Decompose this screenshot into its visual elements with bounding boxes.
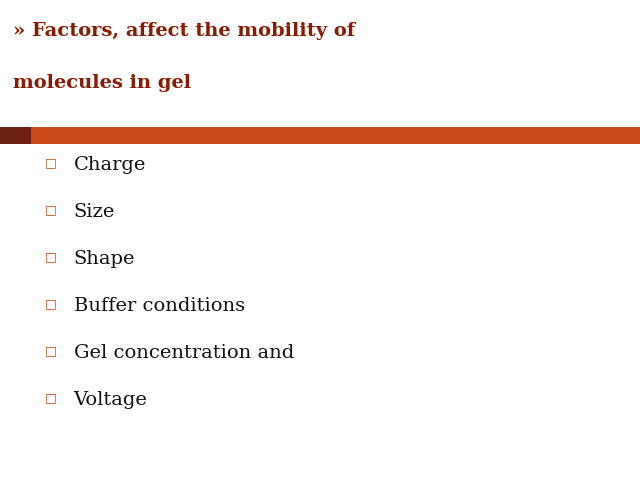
Text: □: □ [45,250,56,263]
Text: Size: Size [74,203,115,221]
Text: □: □ [45,344,56,357]
Text: □: □ [45,297,56,310]
Text: □: □ [45,156,56,169]
Bar [31,127,640,144]
Text: Gel concentration and: Gel concentration and [74,344,294,362]
Text: Voltage: Voltage [74,391,147,409]
Text: □: □ [45,391,56,404]
Text: » Factors, affect the mobility of: » Factors, affect the mobility of [13,22,355,40]
Text: Shape: Shape [74,250,135,268]
Text: Charge: Charge [74,156,146,174]
Text: □: □ [45,203,56,216]
Text: Buffer conditions: Buffer conditions [74,297,244,315]
Bar [0,127,31,144]
Text: molecules in gel: molecules in gel [13,74,191,93]
